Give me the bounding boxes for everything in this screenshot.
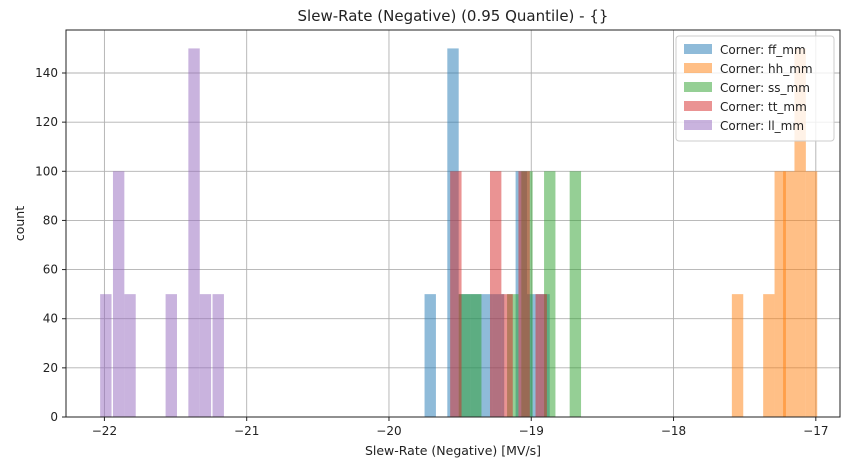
histogram-bar xyxy=(188,48,200,418)
series-corner-tt-mm xyxy=(450,171,547,417)
histogram-bar xyxy=(535,294,547,417)
x-tick-label: −17 xyxy=(803,424,828,438)
histogram-bar xyxy=(489,171,502,417)
y-tick-label: 140 xyxy=(35,66,58,80)
legend: Corner: ff_mm Corner: hh_mm Corner: ss_mm C… xyxy=(675,35,835,142)
legend-entry: Corner: tt_mm xyxy=(720,100,807,114)
histogram-bar xyxy=(124,294,136,417)
histogram-bar xyxy=(501,294,513,417)
x-tick-label: −19 xyxy=(519,424,544,438)
y-tick-label: 60 xyxy=(43,263,58,277)
plot-frame xyxy=(65,29,841,418)
chart-title: Slew-Rate (Negative) (0.95 Quantile) - {… xyxy=(298,7,609,25)
y-tick-label: 0 xyxy=(50,410,58,424)
ticks-layer: −22 −21 −20 −19 −18 −17 0 20 40 60 80 100 120 140 xyxy=(35,66,828,438)
legend-swatch xyxy=(684,82,712,92)
histogram-bar xyxy=(544,171,556,417)
histogram-bar xyxy=(783,171,795,417)
x-tick-label: −18 xyxy=(661,424,686,438)
legend-swatch xyxy=(684,101,712,111)
legend-entry: Corner: ll_mm xyxy=(720,119,804,133)
histogram-bar xyxy=(569,171,582,417)
histogram-bar xyxy=(212,294,224,417)
y-axis-label: count xyxy=(12,206,27,241)
histogram-bar xyxy=(805,171,818,417)
histogram-bar xyxy=(450,171,462,417)
legend-swatch xyxy=(684,120,712,130)
histogram-bar xyxy=(165,294,177,417)
histogram-bar xyxy=(199,294,212,417)
histogram-bar xyxy=(112,171,125,417)
y-tick-label: 100 xyxy=(35,164,58,178)
y-tick-label: 40 xyxy=(43,312,58,326)
histogram-bar xyxy=(774,171,786,417)
legend-entry: Corner: hh_mm xyxy=(720,62,813,76)
legend-swatch xyxy=(684,63,712,73)
legend-entry: Corner: ss_mm xyxy=(720,81,810,95)
y-tick-label: 20 xyxy=(43,361,58,375)
histogram-bar xyxy=(470,294,482,417)
legend-box xyxy=(675,35,835,142)
histogram-bar xyxy=(731,294,744,417)
legend-swatch xyxy=(684,44,712,54)
x-tick-label: −20 xyxy=(376,424,401,438)
y-tick-label: 120 xyxy=(35,115,58,129)
x-axis-label: Slew-Rate (Negative) [MV/s] xyxy=(365,443,541,458)
histogram-bar xyxy=(794,48,806,418)
histogram-bar xyxy=(458,294,471,417)
series-corner-ll-mm xyxy=(100,48,224,418)
legend-entry: Corner: ff_mm xyxy=(720,43,806,57)
histogram-bar xyxy=(424,294,436,417)
series-corner-hh-mm xyxy=(731,48,818,418)
histogram-bar xyxy=(481,294,493,417)
x-tick-label: −21 xyxy=(234,424,259,438)
histogram-bar xyxy=(518,171,530,417)
histogram-bar xyxy=(763,294,775,417)
bars-layer xyxy=(100,48,818,418)
y-tick-label: 80 xyxy=(43,213,58,227)
histogram-bar xyxy=(100,294,112,417)
x-tick-label: −22 xyxy=(92,424,117,438)
